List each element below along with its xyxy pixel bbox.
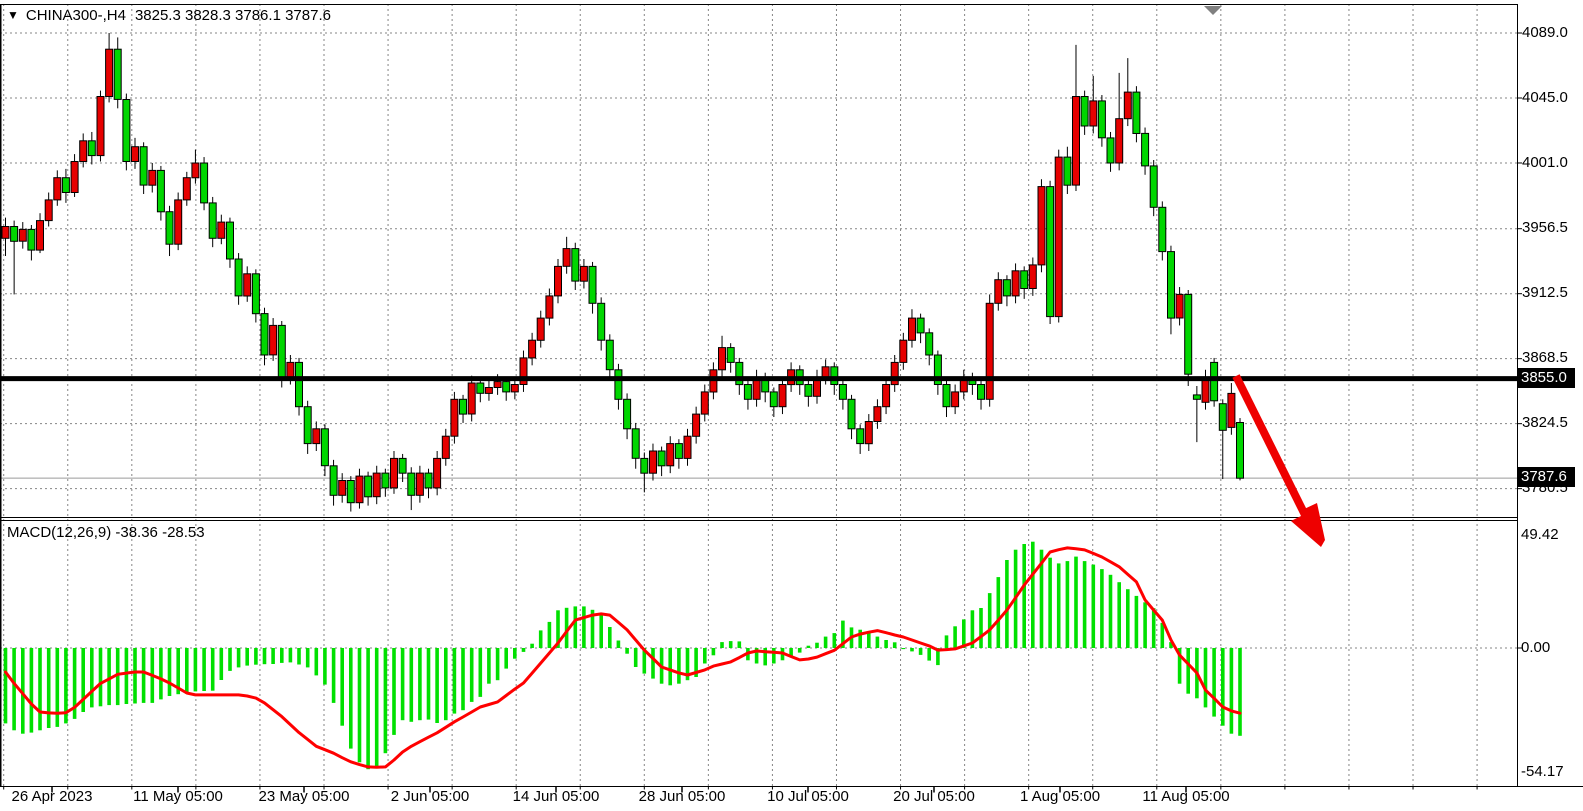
candlestick-series [1,33,1244,512]
time-tick-label: 23 May 05:00 [258,788,350,805]
macd-tick-label: 49.42 [1521,526,1559,543]
time-tick-label: 11 May 05:00 [133,788,223,805]
horizontal-gridlines [0,32,1517,649]
chart-title: ▼ CHINA300-,H4 3825.3 3828.3 3786.1 3787.6 [7,6,331,25]
time-tick-label: 2 Jun 05:00 [390,788,470,805]
vertical-gridlines [3,4,1478,787]
price-tick-label: 4089.0 [1522,24,1568,41]
down-arrow-annotation[interactable] [1232,374,1325,547]
chart-shift-marker-icon[interactable] [1204,6,1222,15]
macd-signal-line [4,546,1242,769]
macd-tick-label: 0.00 [1521,639,1551,656]
macd-indicator-label: MACD(12,26,9) -38.36 -28.53 [7,524,205,541]
price-tick-label: 4001.0 [1522,154,1568,171]
time-tick-label: 28 Jun 05:00 [638,788,726,805]
macd-tick-label: -54.17 [1521,763,1564,780]
price-tick-label: 4045.0 [1522,89,1568,106]
price-tick-label: 3868.5 [1522,349,1568,366]
chart-frame [0,4,1583,793]
price-tick-label: 3824.5 [1522,414,1568,431]
chart-title-symbol: CHINA300-,H4 [25,7,126,24]
price-tick-label: 3956.5 [1522,219,1568,236]
macd-histogram [3,541,1242,770]
last-price-badge: 3787.6 [1518,467,1575,487]
time-tick-label: 14 Jun 05:00 [512,788,600,805]
time-tick-label: 20 Jul 05:00 [893,788,975,805]
chart-title-ohlc: 3825.3 3828.3 3786.1 3787.6 [134,7,331,24]
time-tick-label: 26 Apr 2023 [11,788,93,805]
time-tick-label: 10 Jul 05:00 [767,788,849,805]
trendline-price-badge: 3855.0 [1518,368,1575,388]
time-tick-label: 1 Aug 05:00 [1019,788,1101,805]
price-tick-label: 3912.5 [1522,284,1568,301]
time-tick-label: 11 Aug 05:00 [1142,788,1230,805]
symbol-marker-icon[interactable]: ▼ [7,8,19,22]
